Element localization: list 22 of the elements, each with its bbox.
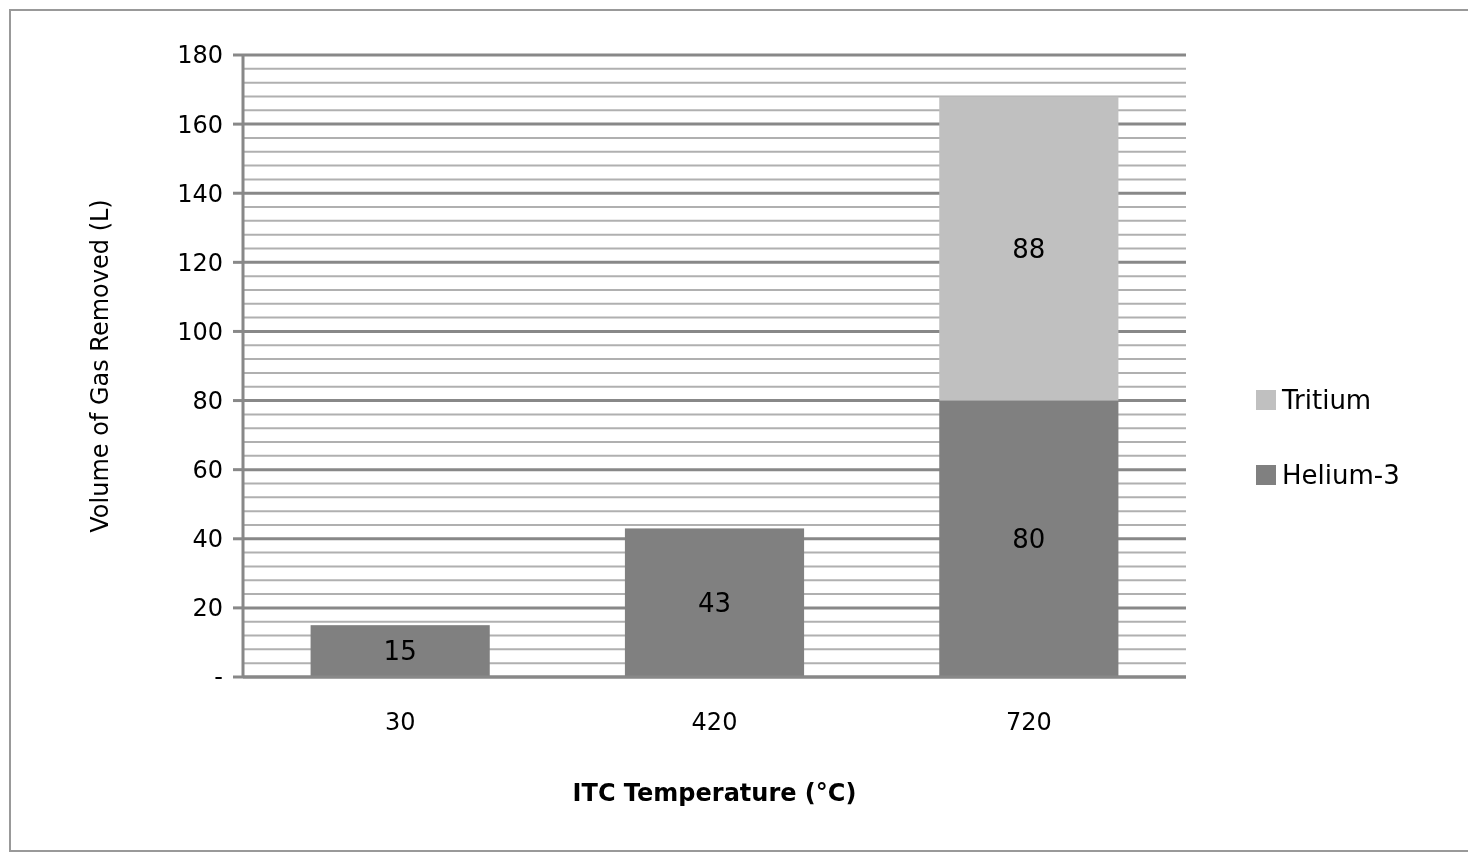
- y-tick-label: 60: [192, 456, 223, 485]
- data-label: 88: [1012, 233, 1046, 264]
- x-tick-label: 30: [384, 708, 416, 736]
- y-tick-label: 80: [192, 386, 223, 415]
- x-axis-title: ITC Temperature (°C): [572, 779, 857, 807]
- y-tick-label: 140: [177, 179, 223, 208]
- x-tick-label: 420: [691, 708, 738, 736]
- y-tick-label: 20: [192, 594, 223, 623]
- bar: [939, 96, 1119, 401]
- y-axis-title: Volume of Gas Removed (L): [86, 199, 114, 533]
- y-tick-label: 100: [177, 317, 223, 346]
- legend-label: Helium-3: [1282, 460, 1400, 491]
- legend-label: Tritium: [1281, 385, 1372, 416]
- y-tick-label: 40: [192, 525, 223, 554]
- data-label: 80: [1012, 523, 1046, 554]
- y-tick-label: 120: [177, 248, 223, 277]
- x-tick-label: 720: [1005, 708, 1052, 736]
- data-label: 15: [383, 636, 417, 667]
- y-tick-label: 180: [177, 41, 223, 70]
- data-label: 43: [697, 587, 732, 618]
- y-tick-label: -: [214, 663, 223, 692]
- y-tick-label: 160: [177, 110, 223, 139]
